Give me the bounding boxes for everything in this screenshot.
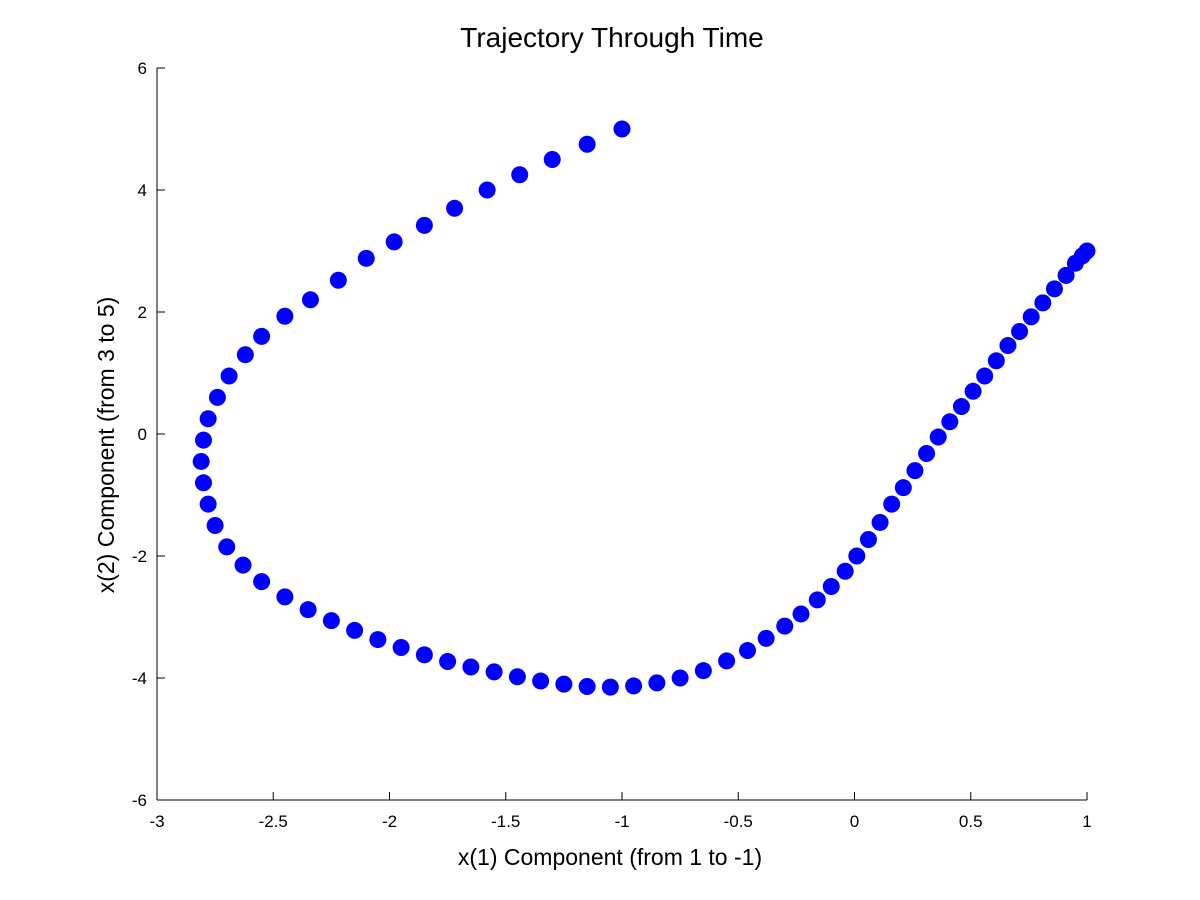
trajectory-markers: [192, 120, 1096, 696]
data-point: [952, 398, 970, 416]
data-point: [322, 612, 340, 630]
data-point: [883, 495, 901, 513]
data-point: [894, 479, 912, 497]
data-point: [485, 663, 503, 681]
data-point: [511, 166, 529, 184]
data-point: [1011, 323, 1029, 341]
y-tick-label: -4: [132, 669, 147, 688]
data-point: [301, 291, 319, 309]
data-point: [276, 307, 294, 325]
chart-title: Trajectory Through Time: [460, 22, 763, 53]
data-point: [808, 591, 826, 609]
y-tick-label: -2: [132, 547, 147, 566]
data-point: [859, 531, 877, 549]
data-point: [578, 135, 596, 153]
data-point: [739, 642, 757, 660]
data-point: [555, 675, 573, 693]
data-point: [871, 513, 889, 531]
data-point: [1034, 294, 1052, 312]
data-point: [1066, 254, 1084, 272]
data-point: [415, 216, 433, 234]
x-tick-label: -1.5: [491, 812, 520, 831]
y-axis-ticks: -6 -4 -2 0 2 4 6: [132, 59, 165, 810]
data-point: [848, 547, 866, 565]
data-point: [208, 388, 226, 406]
data-point: [220, 367, 238, 385]
data-point: [462, 658, 480, 676]
data-point: [478, 181, 496, 199]
y-tick-label: 2: [138, 303, 147, 322]
data-point: [671, 669, 689, 687]
data-point: [999, 337, 1017, 355]
data-point: [906, 462, 924, 480]
data-point: [329, 271, 347, 289]
data-point: [385, 233, 403, 251]
data-point: [234, 556, 252, 574]
y-tick-label: 0: [138, 425, 147, 444]
data-point: [415, 646, 433, 664]
data-point: [192, 452, 210, 470]
data-point: [508, 668, 526, 686]
data-point: [776, 617, 794, 635]
data-point: [236, 346, 254, 364]
data-point: [929, 428, 947, 446]
data-point: [218, 538, 236, 556]
data-point: [439, 653, 457, 671]
data-point: [1045, 280, 1063, 298]
data-point: [392, 639, 410, 656]
x-tick-label: -3: [149, 812, 164, 831]
data-point: [625, 677, 643, 695]
data-point: [195, 474, 212, 492]
y-tick-label: -6: [132, 791, 147, 810]
data-point: [199, 495, 217, 513]
data-point: [357, 249, 375, 267]
x-axis-title: x(1) Component (from 1 to -1): [458, 844, 762, 870]
data-point: [369, 631, 387, 649]
data-point: [918, 445, 936, 463]
data-point: [718, 652, 736, 670]
data-point: [346, 621, 364, 639]
y-axis-title: x(2) Component (from 3 to 5): [93, 297, 119, 594]
data-point: [532, 672, 550, 690]
data-point: [253, 327, 271, 345]
y-tick-label: 4: [138, 181, 147, 200]
x-tick-label: -2: [382, 812, 397, 831]
x-tick-label: -0.5: [724, 812, 753, 831]
data-point: [199, 410, 217, 428]
x-tick-label: 0: [850, 812, 859, 831]
x-tick-label: 0.5: [959, 812, 983, 831]
x-tick-label: 1: [1082, 812, 1091, 831]
data-point: [578, 678, 596, 696]
data-point: [941, 413, 959, 431]
data-point: [964, 382, 982, 400]
axes: [156, 68, 1087, 801]
x-tick-label: -2.5: [259, 812, 288, 831]
data-point: [601, 678, 619, 696]
x-tick-label: -1: [614, 812, 629, 831]
data-point: [276, 588, 294, 606]
x-axis-ticks: -3 -2.5 -2 -1.5 -1 -0.5 0 0.5 1: [149, 792, 1092, 831]
data-point: [446, 199, 464, 217]
data-point: [253, 573, 271, 591]
data-point: [299, 601, 317, 619]
data-point: [206, 517, 224, 534]
data-point: [613, 120, 631, 138]
data-point: [757, 629, 775, 647]
data-point: [792, 605, 810, 623]
data-point: [1057, 266, 1075, 284]
data-point: [976, 367, 994, 385]
data-point: [195, 431, 212, 449]
data-point: [987, 352, 1005, 370]
data-point: [694, 662, 712, 680]
y-tick-label: 6: [138, 59, 147, 78]
data-point: [648, 674, 666, 692]
data-point: [822, 578, 840, 595]
data-point: [1022, 308, 1040, 326]
data-point: [543, 151, 561, 168]
data-point: [836, 562, 854, 580]
